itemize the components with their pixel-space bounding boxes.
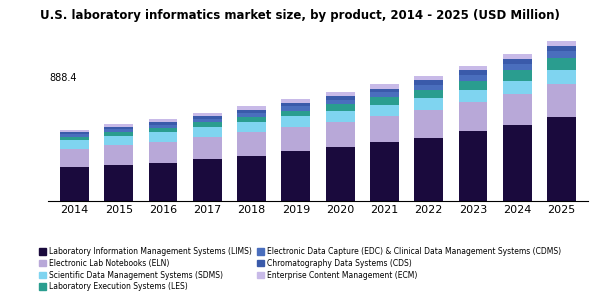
Bar <box>547 40 576 46</box>
Bar <box>503 59 532 64</box>
Bar <box>326 122 355 147</box>
Bar <box>104 145 133 165</box>
Legend: Laboratory Information Management Systems (LIMS), Electronic Lab Notebooks (ELN): Laboratory Information Management System… <box>39 247 561 291</box>
Bar <box>414 137 443 201</box>
Bar <box>193 113 222 116</box>
Bar <box>149 122 178 124</box>
Bar <box>104 124 133 127</box>
Bar <box>281 106 310 111</box>
Bar <box>104 129 133 132</box>
Bar <box>281 127 310 151</box>
Bar <box>547 51 576 58</box>
Bar <box>60 134 89 137</box>
Bar <box>281 117 310 127</box>
Bar <box>104 127 133 129</box>
Bar <box>149 128 178 132</box>
Bar <box>281 99 310 103</box>
Bar <box>193 159 222 201</box>
Bar <box>104 132 133 136</box>
Bar <box>370 88 399 92</box>
Bar <box>326 147 355 201</box>
Bar <box>193 127 222 137</box>
Bar <box>149 124 178 128</box>
Bar <box>149 142 178 163</box>
Bar <box>326 104 355 111</box>
Bar <box>370 97 399 105</box>
Bar <box>60 130 89 132</box>
Bar <box>193 122 222 127</box>
Bar <box>547 46 576 51</box>
Bar <box>237 155 266 201</box>
Bar <box>60 132 89 134</box>
Bar <box>237 113 266 117</box>
Bar <box>104 165 133 201</box>
Bar <box>104 136 133 145</box>
Bar <box>237 110 266 113</box>
Bar <box>193 137 222 159</box>
Bar <box>149 119 178 122</box>
Bar <box>370 84 399 88</box>
Bar <box>547 58 576 70</box>
Bar <box>503 71 532 81</box>
Bar <box>458 90 487 102</box>
Bar <box>149 163 178 201</box>
Bar <box>414 90 443 98</box>
Bar <box>414 98 443 110</box>
Bar <box>326 92 355 96</box>
Bar <box>60 149 89 167</box>
Bar <box>458 81 487 90</box>
Bar <box>237 117 266 122</box>
Bar <box>458 131 487 201</box>
Bar <box>503 125 532 201</box>
Bar <box>414 76 443 80</box>
Bar <box>547 83 576 117</box>
Bar <box>547 70 576 83</box>
Bar <box>370 116 399 142</box>
Bar <box>237 106 266 110</box>
Bar <box>503 64 532 71</box>
Bar <box>149 132 178 142</box>
Bar <box>193 119 222 122</box>
Text: 888.4: 888.4 <box>49 73 76 83</box>
Bar <box>414 110 443 137</box>
Bar <box>370 142 399 201</box>
Bar <box>458 65 487 71</box>
Bar <box>503 54 532 59</box>
Bar <box>281 151 310 201</box>
Bar <box>60 137 89 140</box>
Bar <box>237 122 266 132</box>
Bar <box>503 94 532 125</box>
Bar <box>458 102 487 131</box>
Bar <box>326 111 355 122</box>
Bar <box>458 75 487 81</box>
Bar <box>237 132 266 155</box>
Bar <box>458 71 487 75</box>
Bar <box>370 92 399 97</box>
Bar <box>60 167 89 201</box>
Bar <box>281 111 310 117</box>
Bar <box>547 117 576 201</box>
Bar <box>281 103 310 106</box>
Text: U.S. laboratory informatics market size, by product, 2014 - 2025 (USD Million): U.S. laboratory informatics market size,… <box>40 9 560 22</box>
Bar <box>193 116 222 119</box>
Bar <box>370 105 399 116</box>
Bar <box>414 80 443 85</box>
Bar <box>326 100 355 104</box>
Bar <box>503 81 532 94</box>
Bar <box>326 96 355 100</box>
Bar <box>414 85 443 90</box>
Bar <box>60 140 89 149</box>
